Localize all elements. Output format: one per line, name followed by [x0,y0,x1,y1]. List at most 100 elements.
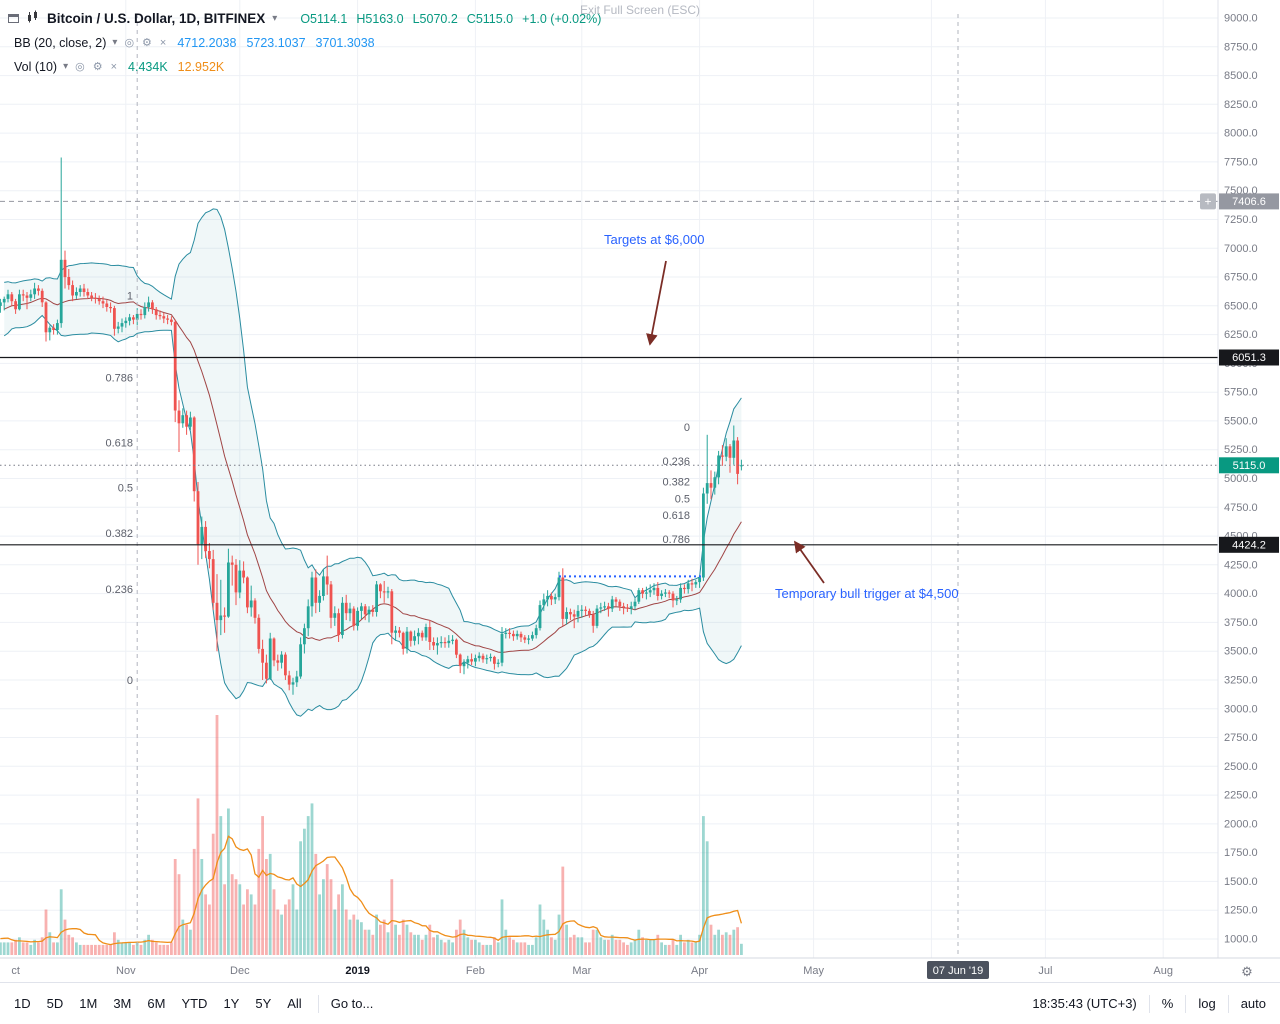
chart-background [0,0,1280,982]
toolbar-divider [1227,994,1229,1013]
svg-text:Dec: Dec [230,965,250,977]
svg-text:7406.6: 7406.6 [1232,196,1266,208]
svg-text:4424.2: 4424.2 [1232,539,1266,551]
svg-text:7250.0: 7250.0 [1224,214,1258,226]
svg-text:5115.0: 5115.0 [1233,460,1266,472]
auto-scale-toggle[interactable]: auto [1240,996,1266,1011]
svg-text:07 Jun '19: 07 Jun '19 [933,965,983,977]
log-scale-toggle[interactable]: log [1198,996,1216,1011]
svg-text:ct: ct [11,965,20,977]
svg-text:0.786: 0.786 [105,373,133,385]
svg-text:6250.0: 6250.0 [1224,329,1258,341]
bb-upper-value: 5723.1037 [246,36,306,50]
window-restore-icon[interactable] [8,14,19,23]
range-6m[interactable]: 6M [147,996,166,1011]
svg-text:4750.0: 4750.0 [1224,502,1258,514]
bottom-toolbar: 1D 5D 1M 3M 6M YTD 1Y 5Y All Go to... 18… [0,982,1280,1024]
svg-text:7000.0: 7000.0 [1224,243,1258,255]
annotation-targets-6000[interactable]: Targets at $6,000 [604,232,705,247]
svg-text:3000.0: 3000.0 [1224,703,1258,715]
svg-text:Nov: Nov [116,965,136,977]
svg-text:0.236: 0.236 [105,584,133,596]
ohlc-open: O5114.1 [300,11,348,26]
range-5d[interactable]: 5D [46,996,64,1011]
price-axis[interactable]: 1000.0 1250.0 1500.0 1750.0 2000.0 2250.0 2500… [1217,0,1280,958]
svg-text:Aug: Aug [1153,965,1173,977]
range-all[interactable]: All [287,996,302,1011]
ray-price-badge-0: 6051.3 [1219,349,1279,366]
ohlc-high: H5163.0 [356,11,404,26]
svg-text:0: 0 [684,422,690,434]
annotation-bull-trigger-4500[interactable]: Temporary bull trigger at $4,500 [775,586,959,601]
indicator-bb-label[interactable]: BB (20, close, 2) [14,36,107,50]
svg-text:2500.0: 2500.0 [1224,761,1258,773]
svg-text:Feb: Feb [466,965,485,977]
range-ytd[interactable]: YTD [181,996,208,1011]
eye-icon[interactable]: ◎ [75,60,85,73]
time-axis[interactable]: ct Nov Dec 2019 Feb Mar Apr May Jul Aug 07 Jun '19… [0,957,1280,982]
bb-basis-value: 4712.2038 [177,36,237,50]
settings-gear-icon[interactable]: ⚙ [1241,964,1253,979]
svg-text:6051.3: 6051.3 [1232,352,1266,364]
grid [0,0,1218,958]
svg-text:0.382: 0.382 [662,477,690,489]
annotation-arrow-0[interactable] [646,260,667,346]
gear-icon[interactable]: ⚙ [142,36,152,49]
goto-button[interactable]: Go to... [330,996,374,1011]
range-1m[interactable]: 1M [79,996,98,1011]
range-3m[interactable]: 3M [113,996,132,1011]
add-alert-plus-icon[interactable]: + [1200,193,1216,210]
svg-text:0.618: 0.618 [105,437,133,449]
candles [0,157,743,695]
volume-ma-line [0,835,743,946]
svg-text:5750.0: 5750.0 [1224,387,1258,399]
toolbar-divider [1185,994,1187,1013]
alert-price-badge: 7406.6 [1219,193,1279,210]
chevron-down-icon[interactable]: ▾ [63,61,69,72]
close-icon[interactable]: × [159,36,167,49]
svg-text:3250.0: 3250.0 [1224,675,1258,687]
indicator-vol-label[interactable]: Vol (10) [14,60,58,74]
svg-text:1: 1 [127,290,133,302]
last-price-badge: 5115.0 [1219,457,1279,474]
ohlc-low: L5070.2 [412,11,458,26]
annotation-arrow-1[interactable] [793,540,825,584]
bollinger-bands [3,208,742,717]
chart-canvas[interactable]: +1 0.786 0.618 0.5 0.382 0.236 0 0 0.236 0.382 0.5… [0,0,1280,982]
gear-icon[interactable]: ⚙ [92,60,103,73]
svg-text:4250.0: 4250.0 [1224,559,1258,571]
percent-scale-toggle[interactable]: % [1161,996,1174,1011]
svg-text:3500.0: 3500.0 [1224,646,1258,658]
svg-text:1250.0: 1250.0 [1224,905,1258,917]
vertical-dashed-lines[interactable] [136,14,959,958]
range-1d[interactable]: 1D [14,996,31,1011]
svg-text:7750.0: 7750.0 [1224,156,1258,168]
eye-icon[interactable]: ◎ [124,36,135,49]
svg-text:1500.0: 1500.0 [1224,876,1258,888]
volume-bars [0,715,743,955]
clock[interactable]: 18:35:43 (UTC+3) [1032,996,1137,1011]
chevron-down-icon[interactable]: ▾ [272,12,278,24]
range-5y[interactable]: 5Y [255,996,272,1011]
svg-text:Jul: Jul [1038,965,1052,977]
indicator-row-bb: BB (20, close, 2) ▾ ◎ ⚙ × 4712.2038 5723… [14,36,375,50]
chevron-down-icon[interactable]: ▾ [112,37,118,48]
svg-text:8500.0: 8500.0 [1224,70,1258,82]
vol-ma-value: 12.952K [177,60,225,74]
svg-text:⚙: ⚙ [1241,964,1253,979]
svg-text:8750.0: 8750.0 [1224,41,1258,53]
svg-text:6500.0: 6500.0 [1224,300,1258,312]
svg-text:0.382: 0.382 [105,528,133,540]
fib-retracement-labels[interactable]: 1 0.786 0.618 0.5 0.382 0.236 0 0 0.236 0.382 0.5 0… [105,290,690,687]
svg-text:8250.0: 8250.0 [1224,99,1258,111]
close-icon[interactable]: × [110,60,118,73]
range-1y[interactable]: 1Y [223,996,240,1011]
svg-text:May: May [803,965,824,977]
svg-text:2000.0: 2000.0 [1224,818,1258,830]
svg-text:9000.0: 9000.0 [1224,13,1258,25]
symbol-title[interactable]: Bitcoin / U.S. Dollar, 1D, BITFINEX [47,11,266,26]
svg-text:2250.0: 2250.0 [1224,790,1258,802]
svg-text:5000.0: 5000.0 [1224,473,1258,485]
svg-text:2019: 2019 [345,965,369,977]
